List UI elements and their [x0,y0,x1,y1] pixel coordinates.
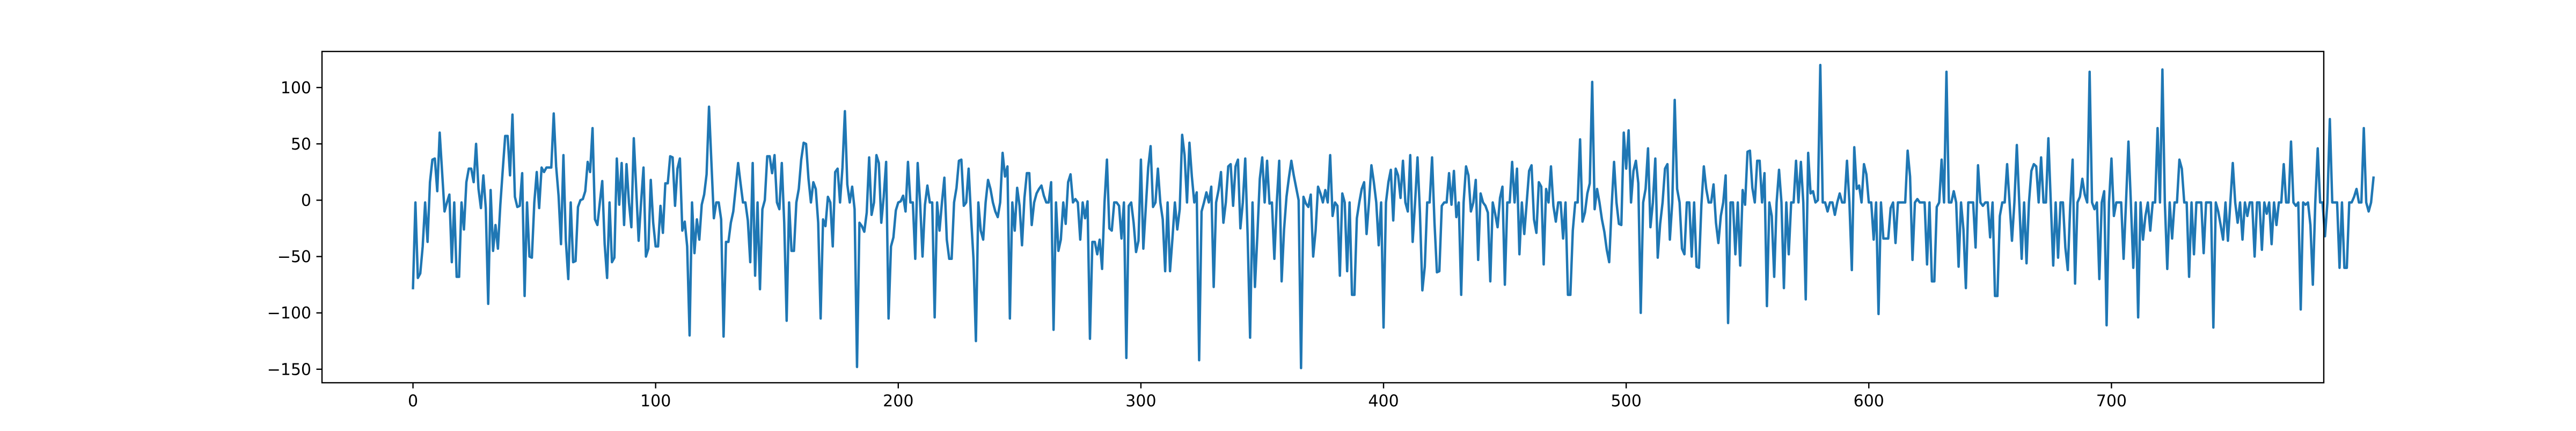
x-tick-label: 600 [1854,392,1884,411]
plot-frame [321,50,2325,384]
y-tick-label: −100 [267,304,311,323]
x-tick-label: 0 [408,392,418,411]
x-tick-label: 300 [1125,392,1156,411]
plot-area [412,63,2375,369]
y-tick-label: 0 [301,191,311,210]
y-tick-label: 50 [291,135,311,154]
x-tick-label: 200 [883,392,913,411]
y-tick-label: −50 [277,248,311,266]
axes: 0 100 200 300 400 500 600 700 −150 −100 −50 0 50 100 [267,50,2325,411]
y-tick-label: 100 [281,79,311,98]
x-tick-label: 400 [1368,392,1399,411]
y-tick-label: −150 [267,360,311,379]
x-tick-label: 500 [1611,392,1642,411]
x-tick-label: 700 [2096,392,2127,411]
x-tick-label: 100 [640,392,671,411]
series-line-0 [412,63,2375,369]
